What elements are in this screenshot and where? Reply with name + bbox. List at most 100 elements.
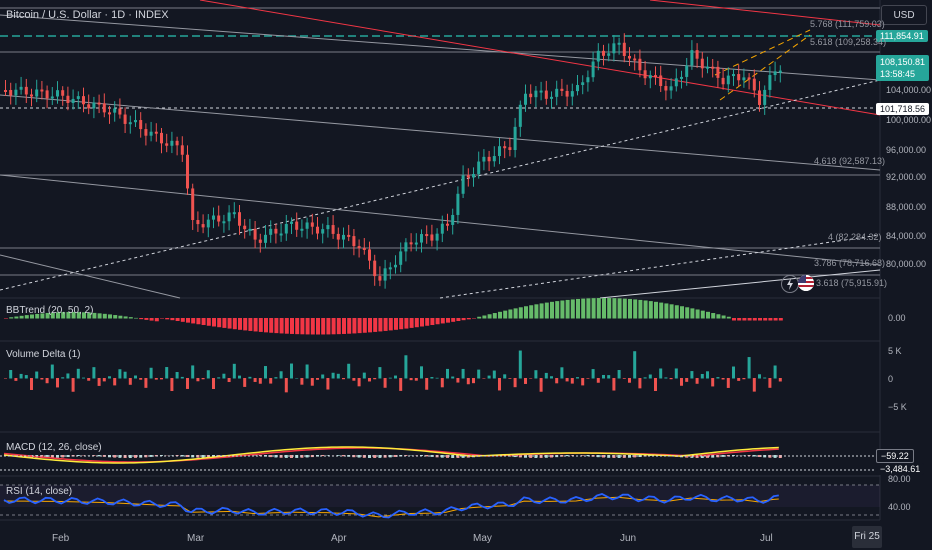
bbtrend-bar <box>139 318 144 320</box>
current-price: 108,150.81 <box>880 57 926 67</box>
volume-delta-bar <box>305 364 309 379</box>
candle <box>76 96 80 99</box>
price-axis-label: 104,000.00 <box>886 85 932 95</box>
volume-delta-bar <box>732 366 735 379</box>
candle <box>217 215 221 222</box>
candle <box>690 50 694 66</box>
bbtrend-bar <box>61 312 66 319</box>
bar-countdown: 13:58:45 <box>880 69 916 79</box>
bbtrend-bar <box>144 318 149 320</box>
candle <box>310 222 314 227</box>
rsi-line <box>3 493 779 519</box>
candle <box>149 131 153 136</box>
volume-delta-bar <box>201 378 205 380</box>
volume-delta-bar <box>680 378 683 386</box>
bbtrend-bar <box>154 318 159 322</box>
macd-histogram-bar <box>758 455 761 457</box>
volume-delta-bar <box>238 375 241 379</box>
bbtrend-bar <box>82 312 86 319</box>
candle <box>534 90 538 98</box>
volume-delta-bar <box>508 378 512 379</box>
bbtrend-bar <box>35 313 40 319</box>
lightning-icon[interactable] <box>781 275 799 293</box>
bbtrend-bar <box>420 318 424 327</box>
bbtrend-bar <box>435 318 440 325</box>
candle <box>586 77 590 83</box>
bbtrend-bar <box>607 298 612 319</box>
bbtrend-bar <box>76 312 81 319</box>
volume-delta-bar <box>498 378 501 391</box>
candle <box>414 242 418 245</box>
macd-histogram-bar <box>773 455 777 458</box>
macd-histogram-bar <box>357 455 361 458</box>
rsi-axis-label: 80.00 <box>888 474 911 484</box>
volume-delta-bar <box>560 367 564 379</box>
bbtrend-bar <box>394 318 398 330</box>
bbtrend-bar <box>477 316 482 319</box>
macd-histogram-bar <box>45 455 49 458</box>
candle <box>752 78 756 91</box>
candle <box>113 108 117 113</box>
macd-histogram-bar <box>394 455 397 457</box>
volume-delta-label[interactable]: Volume Delta (1) <box>6 349 81 360</box>
fib-label: 5.618 (109,258.34) <box>810 37 887 47</box>
candle <box>97 102 101 105</box>
candle <box>347 234 351 237</box>
bbtrend-bar <box>97 313 102 319</box>
candle <box>342 234 345 240</box>
candle <box>721 77 725 85</box>
bbtrend-bar <box>487 314 492 319</box>
volume-delta-bar <box>24 375 28 379</box>
bbtrend-bar <box>149 318 154 321</box>
candle <box>555 88 559 97</box>
bbtrend-bar <box>752 318 757 321</box>
macd-histogram-bar <box>373 455 377 458</box>
candle <box>711 66 715 69</box>
bbtrend-bar <box>534 304 539 319</box>
us-flag-icon[interactable] <box>798 275 814 291</box>
bbtrend-bar <box>758 318 762 321</box>
bbtrend-bar <box>378 318 383 332</box>
candle <box>529 93 533 98</box>
volume-delta-bar <box>149 367 153 379</box>
bbtrend-bar <box>461 318 466 321</box>
volume-delta-bar <box>191 365 195 379</box>
volume-delta-bar <box>30 378 33 390</box>
volume-delta-bar <box>40 378 44 380</box>
bbtrend-bar <box>102 313 107 319</box>
bbtrend-bar <box>513 308 518 319</box>
volume-delta-bar <box>737 378 741 381</box>
bbtrend-bar <box>238 318 242 330</box>
volume-delta-bar <box>440 378 444 388</box>
bbtrend-bar <box>550 301 554 319</box>
candle <box>607 53 611 56</box>
volume-delta-bar <box>752 378 756 392</box>
price-axis-label: 92,000.00 <box>886 172 927 182</box>
bbtrend-bar <box>456 318 461 322</box>
candle <box>700 58 704 69</box>
bbtrend-bar <box>118 315 123 319</box>
volume-delta-bar <box>342 378 345 380</box>
macd-histogram-bar <box>633 455 637 458</box>
candle <box>123 114 127 124</box>
rsi-label[interactable]: RSI (14, close) <box>6 486 73 497</box>
bbtrend-bar <box>586 298 591 319</box>
bbtrend-bar <box>352 318 357 334</box>
bbtrend-label[interactable]: BBTrend (20, 50, 2) <box>6 305 94 316</box>
bbtrend-bar <box>700 310 705 319</box>
currency-button[interactable]: USD <box>881 5 927 25</box>
volume-delta-bar <box>472 378 475 384</box>
candle <box>420 234 423 243</box>
volume-delta-bar <box>607 375 611 379</box>
candle <box>196 220 200 225</box>
symbol-title[interactable]: Bitcoin / U.S. Dollar · 1D · INDEX <box>6 9 169 21</box>
volume-delta-bar <box>134 375 137 379</box>
bbtrend-bar <box>430 318 435 326</box>
volume-delta-bar <box>669 378 673 380</box>
volume-delta-bar <box>555 378 559 384</box>
volume-delta-bar <box>778 378 782 382</box>
macd-label[interactable]: MACD (12, 26, close) <box>6 442 102 453</box>
macd-histogram-bar <box>269 455 273 458</box>
volume-delta-bar <box>544 372 548 379</box>
